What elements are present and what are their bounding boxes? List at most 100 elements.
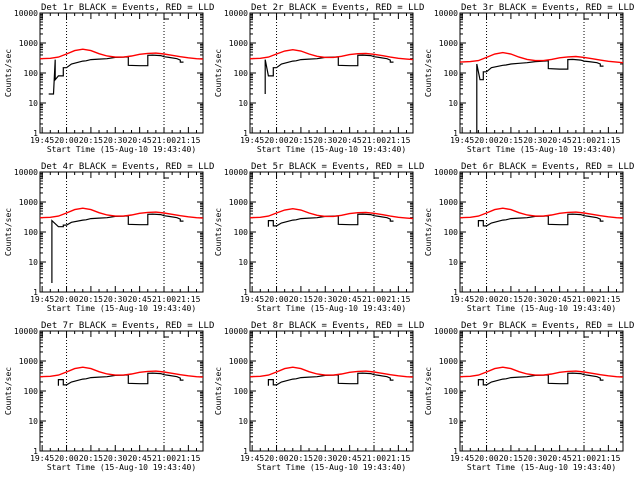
x-tick-label: 20:30 bbox=[313, 295, 337, 304]
x-tick-label: 21:00 bbox=[572, 295, 596, 304]
x-tick-label: 21:15 bbox=[386, 454, 410, 463]
time-marker-bracket bbox=[373, 14, 380, 20]
x-tick-label: 20:45 bbox=[548, 136, 572, 145]
time-marker-bracket bbox=[163, 332, 170, 338]
x-tick-label: 20:45 bbox=[128, 295, 152, 304]
x-tick-label: 20:45 bbox=[338, 454, 362, 463]
x-axis-label: Start Time (15-Aug-10 19:43:40) bbox=[467, 463, 616, 472]
x-tick-label: 20:45 bbox=[548, 454, 572, 463]
y-tick-label: 10000 bbox=[434, 9, 458, 18]
x-tick-label: 20:45 bbox=[338, 136, 362, 145]
y-tick-label: 10 bbox=[28, 258, 38, 267]
x-tick-label: 20:00 bbox=[264, 454, 288, 463]
y-tick-label: 1 bbox=[33, 447, 38, 456]
y-tick-label: 1 bbox=[453, 447, 458, 456]
y-tick-label: 1000 bbox=[229, 357, 248, 366]
x-tick-label: 21:00 bbox=[362, 295, 386, 304]
y-tick-label: 10000 bbox=[14, 9, 38, 18]
plot-frame bbox=[39, 12, 204, 134]
y-tick-label: 1000 bbox=[229, 198, 248, 207]
x-axis-label: Start Time (15-Aug-10 19:43:40) bbox=[47, 145, 196, 154]
x-tick-label: 21:15 bbox=[176, 295, 200, 304]
x-tick-label: 21:00 bbox=[152, 136, 176, 145]
panel-title: Det 2r BLACK = Events, RED = LLD bbox=[251, 3, 424, 13]
panel-title: Det 7r BLACK = Events, RED = LLD bbox=[41, 321, 214, 331]
y-tick-label: 100 bbox=[234, 228, 249, 237]
y-axis-label: Counts/sec bbox=[424, 49, 433, 97]
x-tick-label: 19:45 bbox=[450, 295, 474, 304]
x-axis-label: Start Time (15-Aug-10 19:43:40) bbox=[47, 463, 196, 472]
x-axis-label: Start Time (15-Aug-10 19:43:40) bbox=[47, 304, 196, 313]
x-axis-label: Start Time (15-Aug-10 19:43:40) bbox=[257, 145, 406, 154]
panel-title: Det 5r BLACK = Events, RED = LLD bbox=[251, 162, 424, 172]
y-tick-label: 10 bbox=[238, 258, 248, 267]
y-tick-label: 1000 bbox=[439, 39, 458, 48]
y-tick-label: 1 bbox=[33, 129, 38, 138]
x-tick-label: 21:15 bbox=[386, 136, 410, 145]
x-tick-label: 20:30 bbox=[103, 454, 127, 463]
x-axis-label: Start Time (15-Aug-10 19:43:40) bbox=[467, 304, 616, 313]
y-tick-label: 1 bbox=[453, 288, 458, 297]
x-tick-label: 21:00 bbox=[572, 136, 596, 145]
y-tick-label: 1000 bbox=[439, 357, 458, 366]
series-lld-line bbox=[459, 207, 624, 219]
x-tick-label: 20:15 bbox=[79, 295, 103, 304]
x-tick-label: 20:30 bbox=[523, 295, 547, 304]
y-tick-label: 10 bbox=[28, 417, 38, 426]
y-tick-label: 1000 bbox=[19, 198, 38, 207]
time-marker-bracket bbox=[373, 173, 380, 179]
y-tick-label: 100 bbox=[24, 228, 39, 237]
x-axis-label: Start Time (15-Aug-10 19:43:40) bbox=[257, 304, 406, 313]
x-tick-label: 19:45 bbox=[450, 136, 474, 145]
panel-det-9: Det 9r BLACK = Events, RED = LLD 1 10 100 10… bbox=[424, 321, 634, 472]
y-axis-label: Counts/sec bbox=[424, 367, 433, 415]
x-tick-label: 19:45 bbox=[30, 136, 54, 145]
panel-det-1: Det 1r BLACK = Events, RED = LLD 1 10 100 10… bbox=[4, 3, 214, 154]
panel-det-2: Det 2r BLACK = Events, RED = LLD 1 10 100 10… bbox=[214, 3, 424, 154]
x-tick-label: 21:15 bbox=[176, 136, 200, 145]
series-lld-line bbox=[249, 366, 414, 378]
x-tick-label: 19:45 bbox=[240, 454, 264, 463]
x-axis-label: Start Time (15-Aug-10 19:43:40) bbox=[467, 145, 616, 154]
x-tick-label: 20:00 bbox=[264, 136, 288, 145]
x-tick-label: 20:15 bbox=[499, 454, 523, 463]
x-tick-label: 20:45 bbox=[128, 454, 152, 463]
plot-frame bbox=[459, 330, 624, 452]
panel-title: Det 8r BLACK = Events, RED = LLD bbox=[251, 321, 424, 331]
y-tick-label: 10000 bbox=[434, 168, 458, 177]
series-lld-line bbox=[249, 207, 414, 220]
x-tick-label: 20:30 bbox=[523, 136, 547, 145]
series-lld-line bbox=[39, 48, 204, 60]
y-tick-label: 100 bbox=[234, 387, 249, 396]
x-tick-label: 20:00 bbox=[54, 454, 78, 463]
panel-det-4: Det 4r BLACK = Events, RED = LLD 1 10 100 10… bbox=[4, 162, 214, 313]
panel-title: Det 9r BLACK = Events, RED = LLD bbox=[461, 321, 634, 331]
y-tick-label: 10000 bbox=[224, 327, 248, 336]
panel-det-8: Det 8r BLACK = Events, RED = LLD 1 10 100 10… bbox=[214, 321, 424, 472]
x-tick-label: 20:45 bbox=[548, 295, 572, 304]
x-tick-label: 21:00 bbox=[152, 295, 176, 304]
y-tick-label: 1 bbox=[243, 288, 248, 297]
x-tick-label: 20:00 bbox=[474, 136, 498, 145]
plot-frame bbox=[459, 171, 624, 293]
time-marker-bracket bbox=[583, 173, 590, 179]
time-marker-bracket bbox=[583, 14, 590, 20]
panel-title: Det 1r BLACK = Events, RED = LLD bbox=[41, 3, 214, 13]
y-tick-label: 100 bbox=[444, 387, 459, 396]
y-tick-label: 100 bbox=[24, 387, 39, 396]
y-tick-label: 1000 bbox=[19, 39, 38, 48]
x-tick-label: 20:30 bbox=[103, 136, 127, 145]
x-tick-label: 20:15 bbox=[499, 295, 523, 304]
x-tick-label: 19:45 bbox=[30, 454, 54, 463]
y-axis-label: Counts/sec bbox=[4, 49, 13, 97]
x-tick-label: 20:30 bbox=[313, 454, 337, 463]
panel-title: Det 6r BLACK = Events, RED = LLD bbox=[461, 162, 634, 172]
y-tick-label: 10 bbox=[448, 417, 458, 426]
panel-title: Det 4r BLACK = Events, RED = LLD bbox=[41, 162, 214, 172]
x-tick-label: 21:00 bbox=[572, 454, 596, 463]
y-tick-label: 10 bbox=[448, 258, 458, 267]
series-lld-line bbox=[459, 366, 624, 378]
x-tick-label: 21:00 bbox=[362, 454, 386, 463]
x-tick-label: 21:15 bbox=[596, 454, 620, 463]
time-marker-bracket bbox=[163, 14, 170, 20]
